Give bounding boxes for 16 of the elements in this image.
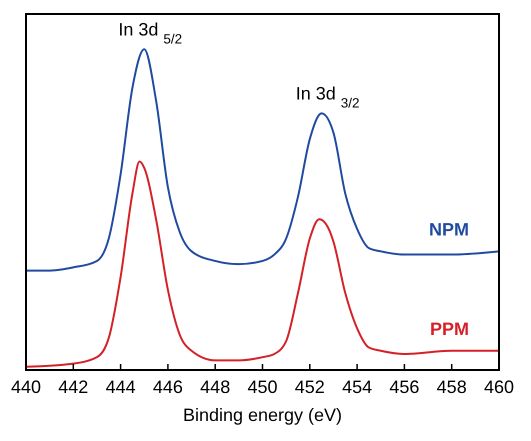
x-tick-label: 442 xyxy=(58,377,88,397)
x-tick-label: 440 xyxy=(10,377,42,397)
series-label: NPM xyxy=(429,219,469,240)
x-tick-label: 448 xyxy=(200,377,230,397)
x-tick-label: 452 xyxy=(294,377,325,397)
x-tick-label: 444 xyxy=(106,377,136,397)
x-tick-label: 460 xyxy=(484,377,514,397)
x-tick-label: 458 xyxy=(436,377,467,397)
x-tick-label: 454 xyxy=(342,377,372,397)
x-tick-label: 450 xyxy=(247,377,278,397)
x-tick-label: 456 xyxy=(389,377,420,397)
x-tick-label: 446 xyxy=(152,377,183,397)
series-label: PPM xyxy=(430,318,469,339)
x-axis-title: Binding energy (eV) xyxy=(182,405,342,425)
annotation: In 3d $_{3/2}$ xyxy=(296,83,360,110)
annotation: In 3d $_{5/2}$ xyxy=(118,19,182,46)
